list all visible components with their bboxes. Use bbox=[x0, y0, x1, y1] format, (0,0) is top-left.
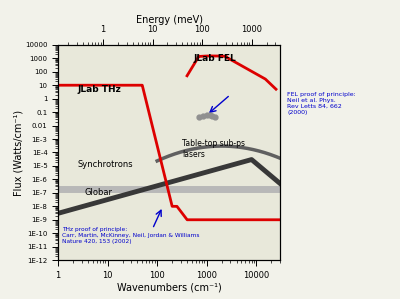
Text: Synchrotrons: Synchrotrons bbox=[78, 160, 133, 169]
X-axis label: Wavenumbers (cm⁻¹): Wavenumbers (cm⁻¹) bbox=[117, 282, 221, 292]
Text: Table-top sub-ps
lasers: Table-top sub-ps lasers bbox=[182, 139, 245, 158]
Text: JLab FEL: JLab FEL bbox=[194, 54, 237, 63]
Text: Globar: Globar bbox=[85, 188, 113, 197]
Text: JLab THz: JLab THz bbox=[78, 85, 122, 94]
Y-axis label: Flux (Watts/cm⁻¹): Flux (Watts/cm⁻¹) bbox=[14, 109, 24, 196]
Text: THz proof of principle:
Carr, Martin, McKinney, Neil, Jordan & Williams
Nature 4: THz proof of principle: Carr, Martin, Mc… bbox=[62, 227, 200, 244]
X-axis label: Energy (meV): Energy (meV) bbox=[136, 15, 202, 25]
Text: FEL proof of principle:
Neil et al. Phys.
Rev Letts 84, 662
(2000): FEL proof of principle: Neil et al. Phys… bbox=[287, 92, 356, 115]
